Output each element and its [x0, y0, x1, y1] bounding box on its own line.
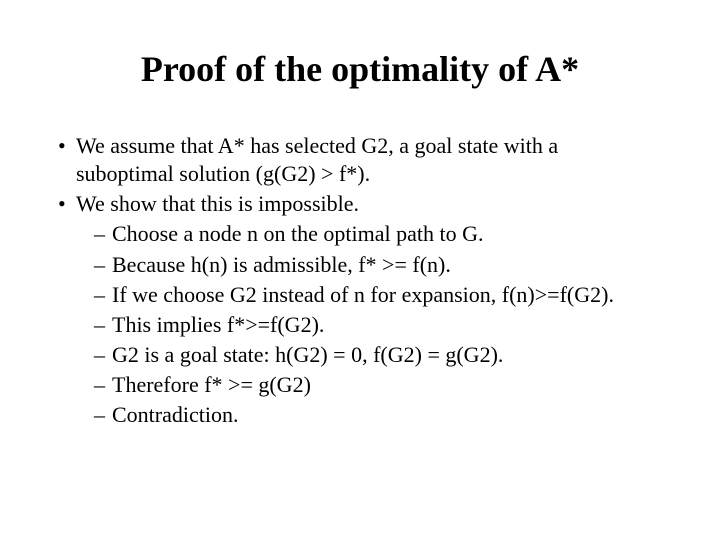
bullet-text-line: suboptimal solution (g(G2) > f*).: [76, 161, 370, 186]
sub-item: Choose a node n on the optimal path to G…: [76, 220, 662, 248]
bullet-item: We show that this is impossible. Choose …: [58, 190, 662, 429]
sub-item: G2 is a goal state: h(G2) = 0, f(G2) = g…: [76, 341, 662, 369]
slide: Proof of the optimality of A* We assume …: [0, 0, 720, 540]
slide-title: Proof of the optimality of A*: [58, 48, 662, 90]
sub-text: This implies f*>=f(G2).: [112, 312, 324, 337]
sub-item: This implies f*>=f(G2).: [76, 311, 662, 339]
sub-text: Choose a node n on the optimal path to G…: [112, 221, 484, 246]
sub-item: Because h(n) is admissible, f* >= f(n).: [76, 251, 662, 279]
bullet-text-line: We assume that A* has selected G2, a goa…: [76, 133, 558, 158]
sub-item: If we choose G2 instead of n for expansi…: [76, 281, 662, 309]
sub-text: Therefore f* >= g(G2): [112, 372, 311, 397]
sub-item: Contradiction.: [76, 401, 662, 429]
sub-text: G2 is a goal state: h(G2) = 0, f(G2) = g…: [112, 342, 503, 367]
sub-text: Contradiction.: [112, 402, 238, 427]
sub-item: Therefore f* >= g(G2): [76, 371, 662, 399]
sub-list: Choose a node n on the optimal path to G…: [76, 220, 662, 429]
bullet-item: We assume that A* has selected G2, a goa…: [58, 132, 662, 188]
sub-text: Because h(n) is admissible, f* >= f(n).: [112, 252, 451, 277]
bullet-list: We assume that A* has selected G2, a goa…: [58, 132, 662, 430]
sub-text: If we choose G2 instead of n for expansi…: [112, 282, 614, 307]
bullet-text-line: We show that this is impossible.: [76, 191, 359, 216]
